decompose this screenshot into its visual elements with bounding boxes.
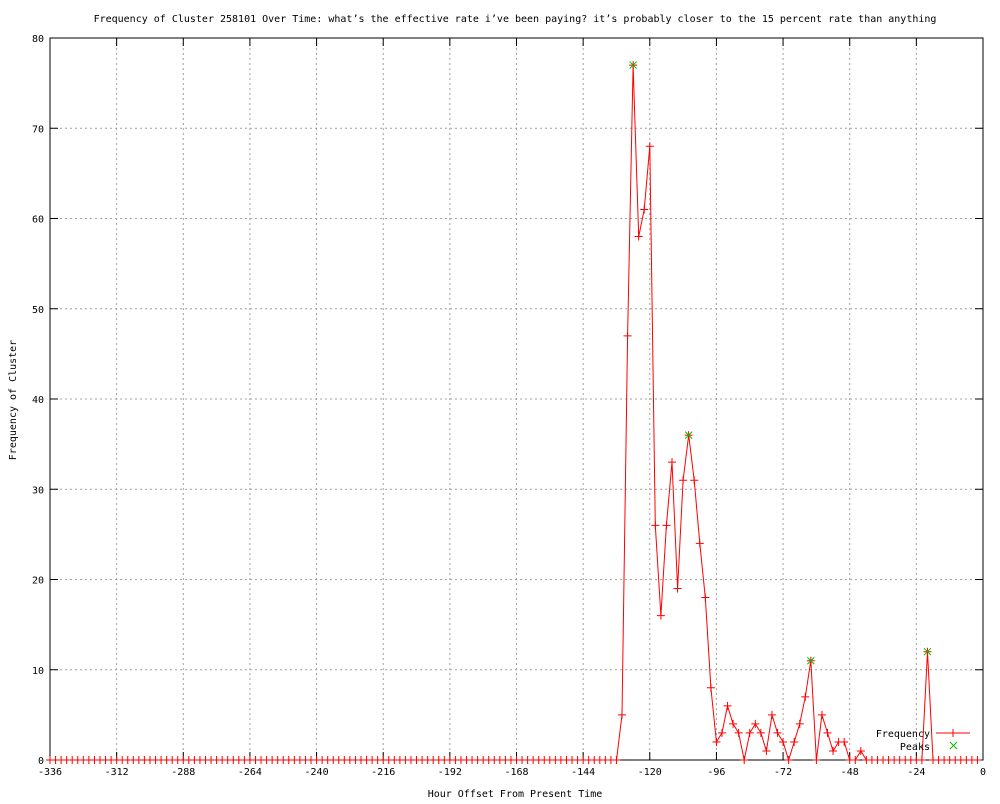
frequency-point <box>734 728 743 737</box>
x-tick-label: -24 <box>907 767 925 778</box>
frequency-point <box>745 728 754 737</box>
frequency-point <box>651 521 660 530</box>
frequency-point <box>706 683 715 692</box>
legend-label-frequency: Frequency <box>876 729 930 740</box>
y-tick-label: 30 <box>32 485 44 496</box>
y-tick-label: 40 <box>32 395 44 406</box>
x-tick-label: -72 <box>774 767 792 778</box>
axis-ticks: -336 -312 -288 -264 -240 -216 -192 -168 -144 -120… <box>32 34 986 778</box>
frequency-point <box>695 539 704 548</box>
frequency-point <box>795 719 804 728</box>
y-axis-label: Frequency of Cluster <box>8 340 19 460</box>
x-axis-label: Hour Offset From Present Time <box>428 789 603 800</box>
frequency-point <box>679 476 688 485</box>
peak-point <box>629 61 637 69</box>
frequency-point <box>823 728 832 737</box>
x-tick-label: -216 <box>371 767 395 778</box>
x-tick-label: -120 <box>638 767 662 778</box>
x-tick-label: 0 <box>980 767 986 778</box>
y-tick-label: 0 <box>38 756 44 767</box>
frequency-point <box>856 746 865 755</box>
frequency-point <box>673 584 682 593</box>
frequency-line <box>50 65 978 762</box>
legend-marker-peaks <box>949 741 958 750</box>
frequency-point <box>717 728 726 737</box>
x-tick-label: -312 <box>105 767 129 778</box>
frequency-point <box>917 756 926 764</box>
chart-title: Frequency of Cluster 258101 Over Time: w… <box>94 14 937 25</box>
frequency-point <box>690 476 699 485</box>
y-tick-label: 50 <box>32 305 44 316</box>
frequency-point <box>851 756 860 764</box>
frequency-point <box>668 458 676 467</box>
y-tick-label: 10 <box>32 666 44 677</box>
frequency-point <box>812 756 821 764</box>
frequency-point <box>645 142 654 151</box>
frequency-point <box>740 756 749 764</box>
frequency-point <box>784 756 793 764</box>
frequency-point <box>701 593 710 602</box>
x-tick-label: -168 <box>504 767 528 778</box>
frequency-point <box>767 710 776 719</box>
legend: Frequency Peaks <box>876 729 970 753</box>
x-tick-label: -192 <box>438 767 462 778</box>
x-tick-label: -144 <box>571 767 595 778</box>
frequency-point <box>723 701 732 710</box>
frequency-point <box>662 521 671 530</box>
frequency-point <box>634 232 643 241</box>
peak-point <box>923 647 932 656</box>
frequency-point <box>618 710 627 719</box>
x-tick-label: -288 <box>171 767 195 778</box>
frequency-point <box>612 756 621 764</box>
grid <box>50 38 983 760</box>
x-tick-label: -264 <box>238 767 262 778</box>
peak-point <box>806 656 815 665</box>
frequency-point <box>773 728 782 737</box>
frequency-point <box>973 756 982 764</box>
legend-label-peaks: Peaks <box>900 742 930 753</box>
peak-point <box>684 431 693 439</box>
frequency-point <box>779 737 788 746</box>
y-tick-label: 80 <box>32 34 44 45</box>
x-tick-label: -96 <box>707 767 725 778</box>
frequency-point <box>801 692 810 701</box>
frequency-point <box>751 719 760 728</box>
frequency-point <box>756 728 765 737</box>
frequency-point <box>762 746 771 755</box>
x-tick-label: -336 <box>38 767 62 778</box>
frequency-point <box>790 737 799 746</box>
legend-marker-frequency <box>949 729 957 737</box>
frequency-point <box>656 611 665 620</box>
frequency-point <box>840 737 849 746</box>
frequency-point <box>817 710 826 719</box>
frequency-point <box>712 737 721 746</box>
y-tick-label: 60 <box>32 215 44 226</box>
frequency-point <box>640 205 649 214</box>
y-tick-label: 70 <box>32 124 44 135</box>
frequency-point <box>623 331 632 340</box>
frequency-point <box>829 746 838 755</box>
y-tick-label: 20 <box>32 576 44 587</box>
x-tick-label: -240 <box>305 767 329 778</box>
frequency-point <box>729 719 738 728</box>
series-layer <box>46 61 982 764</box>
x-tick-label: -48 <box>841 767 859 778</box>
